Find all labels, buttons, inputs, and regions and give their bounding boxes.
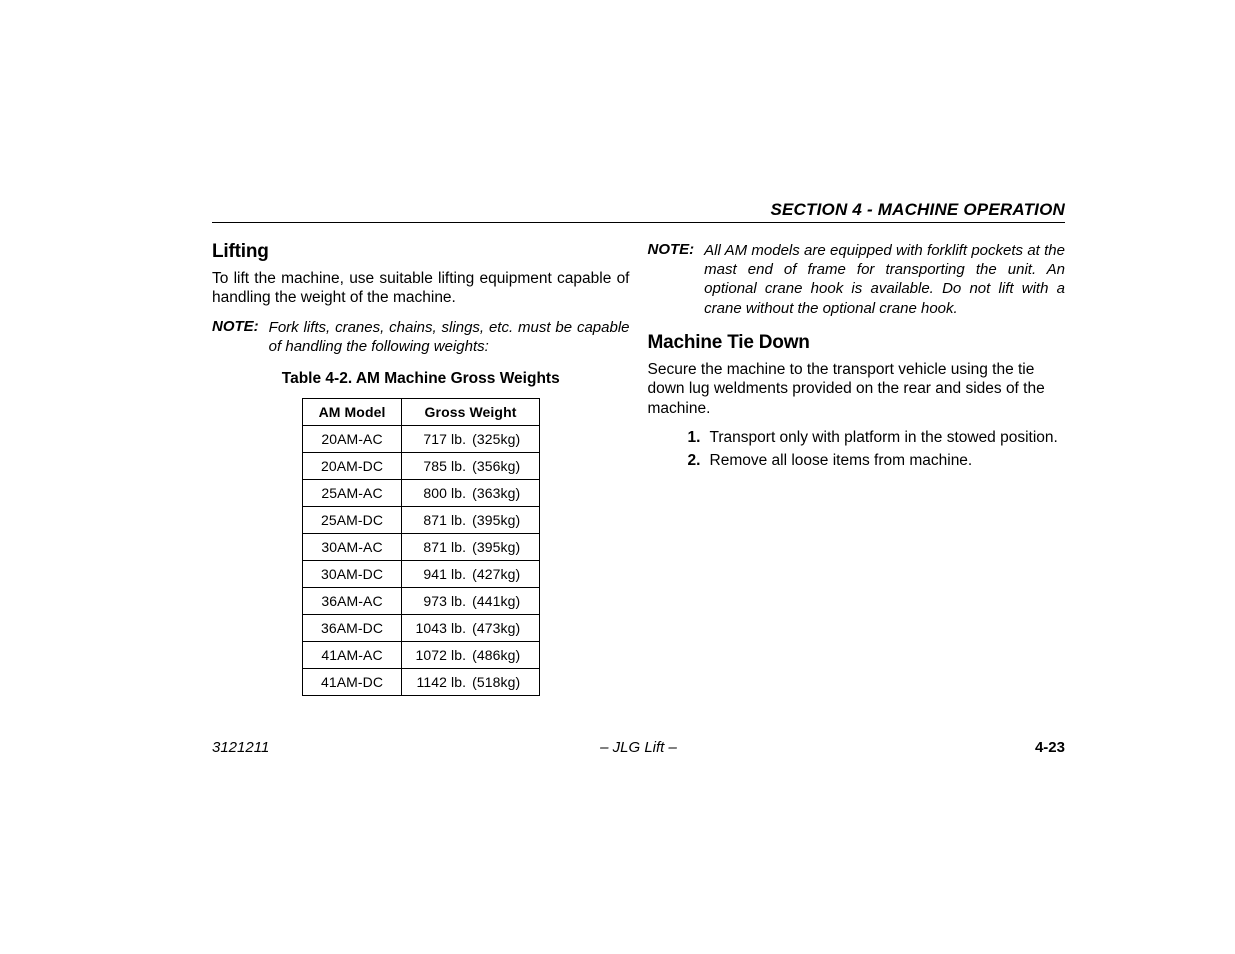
- table-row: 36AM-DC1043 lb.(473kg): [302, 615, 539, 642]
- cell-kg: (356kg): [468, 453, 539, 480]
- cell-kg: (395kg): [468, 534, 539, 561]
- left-column: Lifting To lift the machine, use suitabl…: [212, 241, 630, 696]
- note-lifting: NOTE: Fork lifts, cranes, chains, slings…: [212, 318, 630, 356]
- list-number: 2.: [688, 451, 701, 472]
- cell-kg: (473kg): [468, 615, 539, 642]
- weights-table: AM Model Gross Weight 20AM-AC717 lb.(325…: [302, 398, 540, 696]
- table-row: 25AM-DC871 lb.(395kg): [302, 507, 539, 534]
- content-columns: Lifting To lift the machine, use suitabl…: [212, 241, 1065, 696]
- table-row: 36AM-AC973 lb.(441kg): [302, 588, 539, 615]
- cell-model: 36AM-AC: [302, 588, 402, 615]
- table-row: 20AM-DC785 lb.(356kg): [302, 453, 539, 480]
- cell-model: 41AM-AC: [302, 642, 402, 669]
- cell-model: 25AM-DC: [302, 507, 402, 534]
- lifting-body: To lift the machine, use suitable liftin…: [212, 269, 630, 308]
- cell-lb: 1043 lb.: [402, 615, 468, 642]
- cell-kg: (427kg): [468, 561, 539, 588]
- note-label: NOTE:: [648, 241, 695, 318]
- cell-lb: 871 lb.: [402, 507, 468, 534]
- cell-lb: 717 lb.: [402, 426, 468, 453]
- list-text: Transport only with platform in the stow…: [710, 429, 1058, 446]
- cell-model: 30AM-DC: [302, 561, 402, 588]
- footer-doc-number: 3121211: [212, 739, 269, 756]
- note-forklift: NOTE: All AM models are equipped with fo…: [648, 241, 1066, 318]
- cell-kg: (363kg): [468, 480, 539, 507]
- right-column: NOTE: All AM models are equipped with fo…: [648, 241, 1066, 696]
- table-row: 41AM-AC1072 lb.(486kg): [302, 642, 539, 669]
- cell-lb: 941 lb.: [402, 561, 468, 588]
- cell-lb: 1072 lb.: [402, 642, 468, 669]
- table-row: 20AM-AC717 lb.(325kg): [302, 426, 539, 453]
- cell-lb: 800 lb.: [402, 480, 468, 507]
- cell-model: 20AM-DC: [302, 453, 402, 480]
- cell-lb: 1142 lb.: [402, 669, 468, 696]
- cell-lb: 785 lb.: [402, 453, 468, 480]
- table-header-row: AM Model Gross Weight: [302, 399, 539, 426]
- tiedown-heading: Machine Tie Down: [648, 332, 1066, 354]
- page-footer: 3121211 – JLG Lift – 4-23: [212, 739, 1065, 756]
- page: SECTION 4 - MACHINE OPERATION Lifting To…: [0, 0, 1235, 954]
- cell-kg: (395kg): [468, 507, 539, 534]
- col-header-weight: Gross Weight: [402, 399, 539, 426]
- list-item: 1. Transport only with platform in the st…: [688, 428, 1066, 449]
- cell-kg: (518kg): [468, 669, 539, 696]
- list-text: Remove all loose items from machine.: [710, 452, 973, 469]
- table-caption: Table 4-2. AM Machine Gross Weights: [212, 370, 630, 388]
- cell-model: 36AM-DC: [302, 615, 402, 642]
- table-row: 30AM-DC941 lb.(427kg): [302, 561, 539, 588]
- tiedown-list: 1. Transport only with platform in the st…: [648, 428, 1066, 472]
- cell-kg: (441kg): [468, 588, 539, 615]
- section-header: SECTION 4 - MACHINE OPERATION: [212, 200, 1065, 223]
- note-text: Fork lifts, cranes, chains, slings, etc.…: [269, 318, 630, 356]
- lifting-heading: Lifting: [212, 241, 630, 263]
- cell-model: 20AM-AC: [302, 426, 402, 453]
- cell-model: 25AM-AC: [302, 480, 402, 507]
- table-row: 41AM-DC1142 lb.(518kg): [302, 669, 539, 696]
- footer-page-number: 4-23: [1035, 739, 1065, 756]
- cell-kg: (325kg): [468, 426, 539, 453]
- col-header-model: AM Model: [302, 399, 402, 426]
- note-label: NOTE:: [212, 318, 259, 356]
- list-item: 2. Remove all loose items from machine.: [688, 451, 1066, 472]
- footer-center: – JLG Lift –: [600, 739, 677, 756]
- cell-lb: 871 lb.: [402, 534, 468, 561]
- cell-model: 41AM-DC: [302, 669, 402, 696]
- cell-model: 30AM-AC: [302, 534, 402, 561]
- list-number: 1.: [688, 428, 701, 449]
- table-row: 30AM-AC871 lb.(395kg): [302, 534, 539, 561]
- tiedown-body: Secure the machine to the transport vehi…: [648, 360, 1066, 418]
- cell-lb: 973 lb.: [402, 588, 468, 615]
- table-row: 25AM-AC800 lb.(363kg): [302, 480, 539, 507]
- cell-kg: (486kg): [468, 642, 539, 669]
- weights-tbody: 20AM-AC717 lb.(325kg) 20AM-DC785 lb.(356…: [302, 426, 539, 696]
- note-text: All AM models are equipped with forklift…: [704, 241, 1065, 318]
